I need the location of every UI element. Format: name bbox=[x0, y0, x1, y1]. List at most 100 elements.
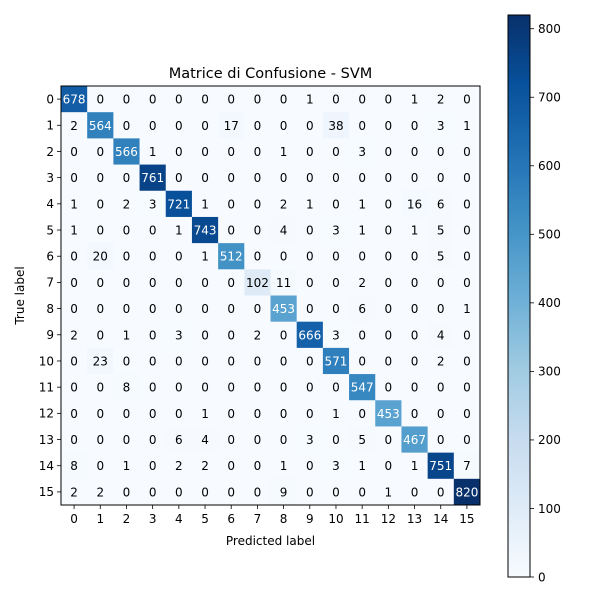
heatmap-cell-2-6 bbox=[218, 138, 245, 165]
cell-value-2-14: 0 bbox=[437, 145, 445, 159]
cell-value-5-0: 1 bbox=[70, 224, 78, 238]
cell-value-1-8: 0 bbox=[280, 119, 288, 133]
heatmap-cell-7-1 bbox=[87, 269, 114, 296]
heatmap-cell-4-1 bbox=[87, 190, 114, 218]
colorbar-tick-label-0: 0 bbox=[538, 570, 546, 584]
heatmap-cell-6-10 bbox=[322, 243, 350, 270]
y-axis-label: True label bbox=[13, 266, 27, 325]
x-tick-label-1: 1 bbox=[96, 512, 104, 526]
cell-value-9-15: 0 bbox=[463, 328, 471, 342]
heatmap-cell-4-15 bbox=[453, 190, 481, 218]
heatmap-cell-10-13 bbox=[401, 347, 429, 375]
cell-value-5-14: 5 bbox=[437, 224, 445, 238]
cell-value-0-2: 0 bbox=[123, 93, 131, 107]
cell-value-14-15: 7 bbox=[463, 459, 471, 473]
y-tick-label-8: 8 bbox=[46, 302, 54, 316]
cell-value-11-3: 0 bbox=[149, 381, 157, 395]
cell-value-7-1: 0 bbox=[96, 276, 104, 290]
cell-value-1-3: 0 bbox=[149, 119, 157, 133]
cell-value-2-13: 0 bbox=[411, 145, 419, 159]
cell-value-6-10: 0 bbox=[332, 250, 340, 264]
cell-value-5-1: 0 bbox=[96, 224, 104, 238]
heatmap-cell-10-7 bbox=[244, 347, 271, 375]
heatmap-cell-15-6 bbox=[218, 478, 245, 506]
cell-value-8-9: 0 bbox=[306, 302, 314, 316]
heatmap-cell-0-10 bbox=[322, 86, 350, 113]
heatmap-cell-6-0 bbox=[61, 243, 88, 270]
cell-value-0-1: 0 bbox=[96, 93, 104, 107]
cell-value-0-13: 1 bbox=[411, 93, 419, 107]
cell-value-12-13: 0 bbox=[411, 407, 419, 421]
cell-value-3-11: 0 bbox=[358, 171, 366, 185]
cell-value-5-8: 4 bbox=[280, 224, 288, 238]
cell-value-12-4: 0 bbox=[175, 407, 183, 421]
heatmap-cell-0-14 bbox=[427, 86, 455, 113]
y-tick-label-13: 13 bbox=[39, 433, 54, 447]
y-tick-label-1: 1 bbox=[46, 119, 54, 133]
heatmap-cell-14-0 bbox=[61, 452, 88, 480]
heatmap-cell-14-15 bbox=[453, 452, 481, 480]
cell-value-5-12: 0 bbox=[385, 224, 393, 238]
heatmap-cell-11-9 bbox=[296, 374, 324, 401]
cell-value-12-1: 0 bbox=[96, 407, 104, 421]
cell-value-2-0: 0 bbox=[70, 145, 78, 159]
cell-value-8-8: 453 bbox=[272, 302, 295, 316]
heatmap-cell-15-0 bbox=[61, 478, 88, 506]
heatmap-cell-6-15 bbox=[453, 243, 481, 270]
heatmap-cell-15-1 bbox=[87, 478, 114, 506]
heatmap-cell-12-11 bbox=[349, 400, 376, 427]
heatmap-cell-6-9 bbox=[296, 243, 324, 270]
cell-value-15-1: 2 bbox=[96, 485, 104, 499]
heatmap-cell-12-1 bbox=[87, 400, 114, 427]
heatmap-cell-10-15 bbox=[453, 347, 481, 375]
heatmap-cell-4-13 bbox=[401, 190, 429, 218]
cell-value-5-11: 1 bbox=[358, 224, 366, 238]
cell-value-10-11: 0 bbox=[358, 354, 366, 368]
heatmap-cell-2-3 bbox=[139, 138, 167, 165]
cell-value-10-0: 0 bbox=[70, 354, 78, 368]
heatmap-cell-3-8 bbox=[270, 164, 298, 192]
cell-value-11-7: 0 bbox=[254, 381, 262, 395]
cell-value-15-2: 0 bbox=[123, 485, 131, 499]
heatmap-cell-1-7 bbox=[244, 112, 271, 139]
cell-value-9-4: 3 bbox=[175, 328, 183, 342]
heatmap-cell-9-11 bbox=[349, 321, 376, 349]
heatmap-cell-1-6 bbox=[218, 112, 245, 139]
y-tick-label-6: 6 bbox=[46, 250, 54, 264]
cell-value-7-12: 0 bbox=[385, 276, 393, 290]
heatmap-cell-8-11 bbox=[349, 295, 376, 323]
cell-value-4-0: 1 bbox=[70, 197, 78, 211]
heatmap-cell-8-5 bbox=[191, 295, 219, 323]
cell-value-0-10: 0 bbox=[332, 93, 340, 107]
heatmap-cell-8-1 bbox=[87, 295, 114, 323]
heatmap-cell-4-8 bbox=[270, 190, 298, 218]
cell-value-1-13: 0 bbox=[411, 119, 419, 133]
heatmap-cell-12-3 bbox=[139, 400, 167, 427]
cell-value-9-1: 0 bbox=[96, 328, 104, 342]
cell-value-7-3: 0 bbox=[149, 276, 157, 290]
heatmap-cell-7-5 bbox=[191, 269, 219, 296]
cell-value-1-10: 38 bbox=[328, 119, 343, 133]
heatmap-cell-10-9 bbox=[296, 347, 324, 375]
heatmap-cell-1-9 bbox=[296, 112, 324, 139]
x-tick-label-15: 15 bbox=[459, 512, 474, 526]
cell-value-12-8: 0 bbox=[280, 407, 288, 421]
cell-value-11-15: 0 bbox=[463, 381, 471, 395]
cell-value-4-6: 0 bbox=[227, 197, 235, 211]
cell-value-3-15: 0 bbox=[463, 171, 471, 185]
heatmap-cell-10-2 bbox=[113, 347, 140, 375]
cell-value-15-10: 0 bbox=[332, 485, 340, 499]
heatmap-cell-7-13 bbox=[401, 269, 429, 296]
cell-value-4-9: 1 bbox=[306, 197, 314, 211]
cell-value-14-9: 0 bbox=[306, 459, 314, 473]
heatmap-cell-1-13 bbox=[401, 112, 429, 139]
heatmap-cell-1-2 bbox=[113, 112, 140, 139]
heatmap-cell-8-9 bbox=[296, 295, 324, 323]
heatmap-cell-10-8 bbox=[270, 347, 298, 375]
cell-value-14-7: 0 bbox=[254, 459, 262, 473]
heatmap-cell-8-12 bbox=[375, 295, 402, 323]
heatmap-cell-7-11 bbox=[349, 269, 376, 296]
heatmap-cell-0-9 bbox=[296, 86, 324, 113]
heatmap-cell-11-0 bbox=[61, 374, 88, 401]
heatmap-cell-6-3 bbox=[139, 243, 167, 270]
